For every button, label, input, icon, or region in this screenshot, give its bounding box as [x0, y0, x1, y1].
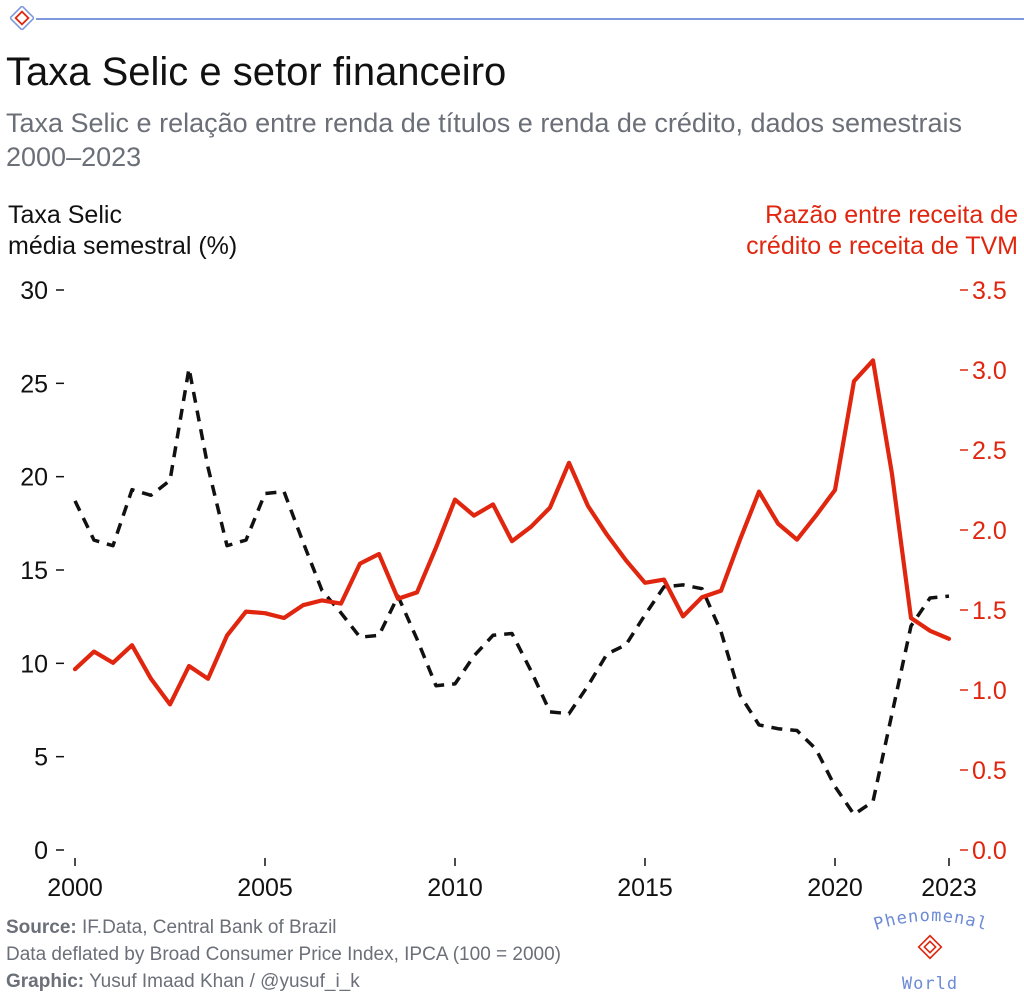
left-axis-label: Taxa Selic média semestral (%) [8, 200, 408, 262]
footer-graphic: Graphic: Yusuf Imaad Khan / @yusuf_i_k [6, 968, 561, 995]
left-y-tick-label: 25 [20, 370, 48, 398]
selic-line [73, 366, 950, 817]
right-axis-label-line1: Razão entre receita de [765, 201, 1018, 229]
left-y-tick-label: 20 [20, 464, 48, 492]
brand-line2: World [902, 974, 958, 994]
right-y-tick-label: 3.0 [972, 357, 1007, 385]
right-y-tick-label: 0.5 [972, 757, 1007, 785]
right-y-tick-label: 2.5 [972, 437, 1007, 465]
header-rule [36, 18, 1024, 20]
chart-subtitle: Taxa Selic e relação entre renda de títu… [6, 108, 963, 172]
right-y-tick-label: 1.0 [972, 677, 1007, 705]
left-y-tick-label: 5 [34, 744, 48, 772]
right-y-tick-label: 3.5 [972, 277, 1007, 305]
right-y-tick-label: 0.0 [972, 837, 1007, 865]
ratio-line [72, 358, 952, 707]
right-y-tick-label: 2.0 [972, 517, 1007, 545]
source-text: IF.Data, Central Bank of Brazil [82, 917, 337, 938]
graphic-text: Yusuf Imaad Khan / @yusuf_i_k [89, 971, 360, 992]
x-tick-label: 2015 [617, 874, 673, 902]
footer: Source: IF.Data, Central Bank of Brazil … [6, 914, 561, 995]
right-y-tick-label: 1.5 [972, 597, 1007, 625]
x-tick-label: 2023 [921, 874, 977, 902]
footer-source: Source: IF.Data, Central Bank of Brazil [6, 914, 561, 941]
source-label: Source: [6, 917, 77, 938]
graphic-label: Graphic: [6, 971, 85, 992]
left-y-tick-label: 30 [20, 277, 48, 305]
brand-line1: Phenomenal [871, 906, 990, 935]
x-tick-label: 2020 [807, 874, 863, 902]
footer-note: Data deflated by Broad Consumer Price In… [6, 944, 562, 965]
x-tick-label: 2005 [237, 874, 293, 902]
left-y-tick-label: 0 [34, 837, 48, 865]
x-tick-label: 2000 [47, 874, 103, 902]
right-axis-label-line2: crédito e receita de TVM [746, 232, 1018, 260]
chart-title: Taxa Selic e setor financeiro [6, 50, 507, 94]
right-axis-label: Razão entre receita de crédito e receita… [618, 200, 1018, 262]
diamond-logo-icon [10, 6, 34, 30]
left-axis-label-line2: média semestral (%) [8, 232, 238, 260]
brand-diamond-icon [917, 934, 943, 960]
left-y-tick-label: 10 [20, 650, 48, 678]
x-tick-label: 2010 [427, 874, 483, 902]
left-axis-label-line1: Taxa Selic [8, 201, 122, 229]
phenomenal-world-logo: Phenomenal World [871, 906, 990, 994]
left-y-tick-label: 15 [20, 557, 48, 585]
